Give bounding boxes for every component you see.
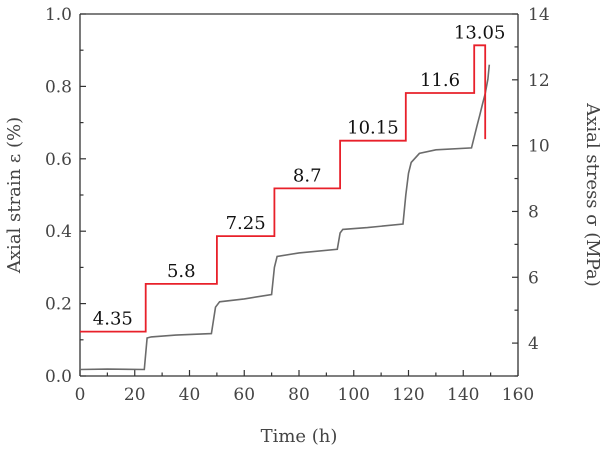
axial-strain-series-line — [79, 64, 491, 371]
x-axis-ticks: 0 20 40 60 80 100 120 140 160 — [75, 370, 534, 405]
x-tick-label: 160 — [502, 385, 534, 405]
right-y-tick-label: 8 — [528, 202, 539, 222]
axial-stress-series-line — [80, 44, 487, 333]
left-y-tick-label: 0.0 — [45, 367, 72, 387]
stress-level-label: 5.8 — [167, 261, 196, 282]
left-y-tick-label: 0.6 — [45, 150, 72, 170]
stress-level-labels: 4.35 5.8 7.25 8.7 10.15 11.6 13.05 — [93, 22, 506, 329]
left-y-tick-label: 0.2 — [45, 295, 72, 315]
right-y-axis-title: Axial stress σ (MPa) — [582, 102, 600, 287]
left-y-axis-ticks: 0.0 0.2 0.4 0.6 0.8 1.0 — [45, 5, 86, 387]
x-tick-label: 40 — [179, 385, 201, 405]
x-tick-label: 120 — [392, 385, 424, 405]
x-tick-label: 100 — [338, 385, 370, 405]
left-y-axis-title: Axial strain ε (%) — [4, 117, 25, 274]
stress-level-label: 7.25 — [226, 213, 266, 234]
right-y-tick-label: 12 — [528, 71, 550, 91]
right-y-tick-label: 4 — [528, 334, 539, 354]
stress-level-label: 10.15 — [347, 118, 399, 139]
right-y-tick-label: 10 — [528, 137, 550, 157]
right-y-axis-ticks: 4 6 8 10 12 14 — [512, 5, 550, 377]
right-y-tick-label: 14 — [528, 5, 550, 25]
stress-level-label: 13.05 — [454, 22, 506, 43]
x-tick-label: 0 — [75, 385, 86, 405]
x-tick-label: 80 — [288, 385, 310, 405]
left-y-tick-label: 0.4 — [45, 222, 72, 242]
right-y-tick-label: 6 — [528, 268, 539, 288]
stress-level-label: 4.35 — [93, 309, 133, 330]
x-tick-label: 140 — [447, 385, 479, 405]
left-y-tick-label: 0.8 — [45, 77, 72, 97]
x-tick-label: 60 — [233, 385, 255, 405]
stress-level-label: 11.6 — [420, 70, 460, 91]
left-y-tick-label: 1.0 — [45, 5, 72, 25]
stress-level-label: 8.7 — [293, 165, 322, 186]
x-tick-label: 20 — [124, 385, 146, 405]
x-axis-title: Time (h) — [261, 426, 338, 447]
